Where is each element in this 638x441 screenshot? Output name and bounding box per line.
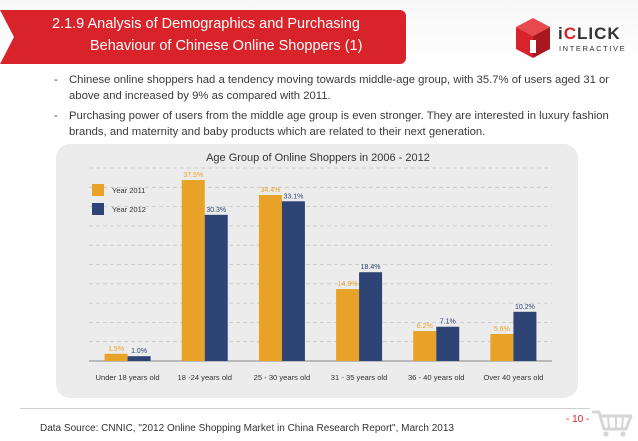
x-tick-label: 36 - 40 years old <box>408 373 465 382</box>
data-label: 6.2% <box>417 323 433 330</box>
data-label: 5.6% <box>494 326 510 333</box>
chart-legend: Year 2011 Year 2012 <box>92 184 146 215</box>
x-tick-label: Under 18 years old <box>95 373 159 382</box>
bullet-text: Purchasing power of users from the middl… <box>69 110 609 138</box>
x-tick-label: Over 40 years old <box>483 373 543 382</box>
data-label: 37.5% <box>183 172 203 179</box>
iclick-cube-logo-icon <box>516 18 550 58</box>
page-title-line-2: Behaviour of Chinese Online Shoppers (1) <box>90 38 363 54</box>
data-label: 30.3% <box>206 207 226 214</box>
data-label: 18.4% <box>361 264 381 271</box>
bullet-item: - Chinese online shoppers had a tendency… <box>54 72 614 104</box>
legend-swatch <box>92 184 104 196</box>
data-source: Data Source: CNNIC, "2012 Online Shoppin… <box>40 423 454 434</box>
data-label: 1.5% <box>108 346 124 353</box>
x-tick-label: 31 - 35 years old <box>331 373 388 382</box>
bar-2011 <box>258 195 282 361</box>
x-tick-label: 25 - 30 years old <box>254 373 311 382</box>
data-label: 34.4% <box>260 187 280 194</box>
data-label: 14.9% <box>338 281 358 288</box>
bullet-marker: - <box>54 74 58 86</box>
legend-label: Year 2012 <box>112 205 146 214</box>
shopping-cart-icon <box>592 410 633 437</box>
data-label: 10.2% <box>515 304 535 311</box>
legend-label: Year 2011 <box>112 186 145 195</box>
iclick-logo: iCLICK INTERACTIVE <box>514 16 632 60</box>
bullet-marker: - <box>54 110 58 122</box>
bullet-list: - Chinese online shoppers had a tendency… <box>54 72 614 144</box>
x-tick-label: 18 -24 years old <box>178 373 232 382</box>
bar-2011 <box>104 353 128 361</box>
bullet-text: Chinese online shoppers had a tendency m… <box>69 74 610 102</box>
bar-2012 <box>281 201 305 361</box>
page-title-line-1: 2.1.9 Analysis of Demographics and Purch… <box>52 16 360 32</box>
legend-swatch <box>92 203 104 215</box>
bar-2011 <box>413 331 437 361</box>
data-label: 7.1% <box>440 319 456 326</box>
page-number: - 10 - <box>566 414 590 425</box>
bar-2012 <box>436 326 460 361</box>
bar-2011 <box>336 289 360 361</box>
logo-subtitle: INTERACTIVE <box>559 44 627 53</box>
data-label: 1.0% <box>131 348 147 355</box>
bar-2012 <box>513 311 537 361</box>
data-label: 33.1% <box>283 193 303 200</box>
title-banner: 2.1.9 Analysis of Demographics and Purch… <box>40 10 406 64</box>
bar-2012 <box>204 214 228 361</box>
logo-brand: iCLICK <box>558 24 621 43</box>
bar-2011 <box>490 333 514 361</box>
chart-gridlines <box>89 167 552 362</box>
age-group-bar-chart: Age Group of Online Shoppers in 2006 - 2… <box>89 152 552 382</box>
bullet-item: - Purchasing power of users from the mid… <box>54 108 614 140</box>
header-ribbon-icon <box>0 10 40 64</box>
chart-title: Age Group of Online Shoppers in 2006 - 2… <box>206 152 430 164</box>
bar-2012 <box>359 272 383 361</box>
chart-bars: 1.5% 1.0% Under 18 years old 37.5% 30.3% 18 -… <box>95 172 543 382</box>
footer-divider <box>20 408 590 409</box>
bar-2011 <box>181 180 205 361</box>
bar-2012 <box>127 356 151 361</box>
